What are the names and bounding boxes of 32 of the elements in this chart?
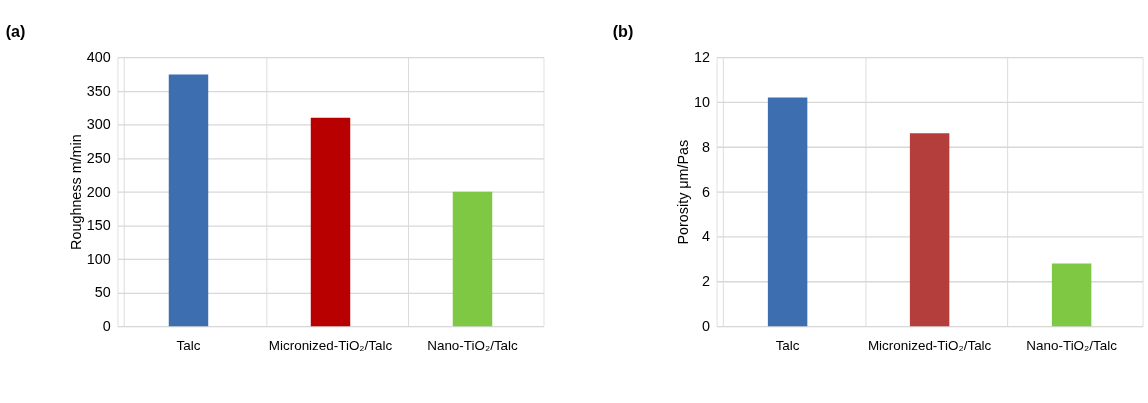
bar	[1051, 263, 1092, 327]
y-tick-label: 0	[701, 318, 710, 335]
y-tick-label: 50	[94, 284, 111, 301]
bar	[909, 133, 950, 327]
y-tick-label: 4	[701, 228, 710, 245]
y-tick-label: 6	[701, 183, 710, 200]
y-tick-label: 0	[102, 318, 111, 335]
x-tick-label: Micronized-TiO₂/Talc	[867, 337, 992, 353]
y-tick-label: 400	[86, 49, 111, 66]
x-tick-label: Micronized-TiO₂/Talc	[268, 337, 393, 353]
y-tick-label: 2	[701, 273, 710, 290]
x-tick-label: Talc	[176, 337, 201, 353]
bar	[452, 191, 493, 327]
y-tick-label: 100	[86, 250, 111, 267]
bar	[168, 74, 209, 327]
y-tick-label: 10	[693, 93, 710, 110]
chart-title: (a)	[5, 22, 26, 41]
chart-title: (b)	[612, 22, 634, 41]
y-axis-title: Porosity μm/Pas	[674, 139, 691, 245]
y-tick-label: 8	[701, 138, 710, 155]
y-tick-label: 200	[86, 183, 111, 200]
y-tick-label: 350	[86, 82, 111, 99]
y-tick-label: 300	[86, 116, 111, 133]
y-tick-label: 250	[86, 149, 111, 166]
y-tick-label: 150	[86, 217, 111, 234]
x-tick-label: Nano-TiO₂/Talc	[1026, 337, 1118, 353]
bar	[767, 97, 808, 327]
y-axis-title: Roughness m/min	[67, 134, 84, 250]
x-tick-label: Talc	[775, 337, 800, 353]
y-tick-label: 12	[693, 49, 710, 66]
bar	[310, 117, 351, 327]
x-tick-label: Nano-TiO₂/Talc	[427, 337, 519, 353]
